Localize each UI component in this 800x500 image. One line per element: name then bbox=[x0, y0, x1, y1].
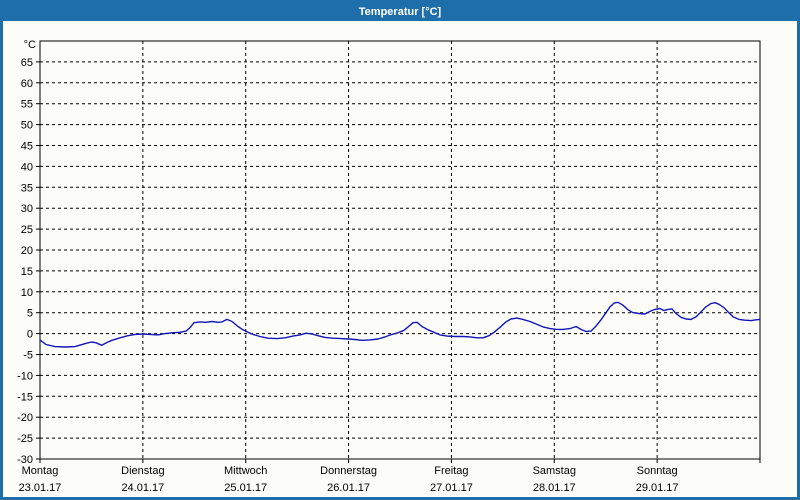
temperature-line-chart: -30 -25 -20 -15 -10 -5 0 5 10 15 20 25 30 35 40 45 50 55 6… bbox=[17, 39, 761, 494]
y-tick-label: 55 bbox=[21, 99, 33, 111]
x-date-label: 28.01.17 bbox=[533, 482, 576, 494]
y-tick-label: -5 bbox=[23, 350, 33, 362]
x-date-label: 29.01.17 bbox=[636, 482, 679, 494]
x-weekday-label: Mittwoch bbox=[224, 465, 267, 477]
x-weekday-label: Donnerstag bbox=[320, 465, 377, 477]
x-weekday-label: Samstag bbox=[533, 465, 576, 477]
y-tick-label: 15 bbox=[21, 266, 33, 278]
y-tick-label: 10 bbox=[21, 287, 33, 299]
y-tick-label: 25 bbox=[21, 224, 33, 236]
y-tick-label: -30 bbox=[17, 454, 33, 466]
y-tick-label: 45 bbox=[21, 141, 33, 153]
y-tick-label: -20 bbox=[17, 412, 33, 424]
y-tick-label: 5 bbox=[27, 308, 33, 320]
y-tick-label: 0 bbox=[27, 329, 33, 341]
y-tick-label: 65 bbox=[21, 57, 33, 69]
chart-area: -30 -25 -20 -15 -10 -5 0 5 10 15 20 25 30 35 40 45 50 55 6… bbox=[3, 21, 797, 497]
x-weekday-label: Dienstag bbox=[121, 465, 164, 477]
y-tick-label: -10 bbox=[17, 370, 33, 382]
x-weekday-label: Freitag bbox=[434, 465, 468, 477]
y-tick-label: 40 bbox=[21, 161, 33, 173]
y-axis-unit-label: °C bbox=[24, 39, 36, 51]
window-title: Temperatur [°C] bbox=[358, 6, 442, 18]
x-date-label: 27.01.17 bbox=[430, 482, 473, 494]
window-titlebar[interactable]: Temperatur [°C] bbox=[3, 3, 797, 21]
x-weekday-label: Montag bbox=[22, 465, 59, 477]
x-date-label: 25.01.17 bbox=[224, 482, 267, 494]
y-tick-label: 35 bbox=[21, 182, 33, 194]
y-tick-label: 20 bbox=[21, 245, 33, 257]
y-tick-label: 30 bbox=[21, 203, 33, 215]
y-tick-label: -25 bbox=[17, 433, 33, 445]
y-tick-label: 50 bbox=[21, 120, 33, 132]
y-tick-label: 60 bbox=[21, 78, 33, 90]
temperature-series-line bbox=[39, 301, 761, 348]
x-date-label: 23.01.17 bbox=[19, 482, 62, 494]
x-date-label: 24.01.17 bbox=[121, 482, 164, 494]
x-weekday-label: Sonntag bbox=[637, 465, 678, 477]
y-tick-label: -15 bbox=[17, 391, 33, 403]
x-date-label: 26.01.17 bbox=[327, 482, 370, 494]
